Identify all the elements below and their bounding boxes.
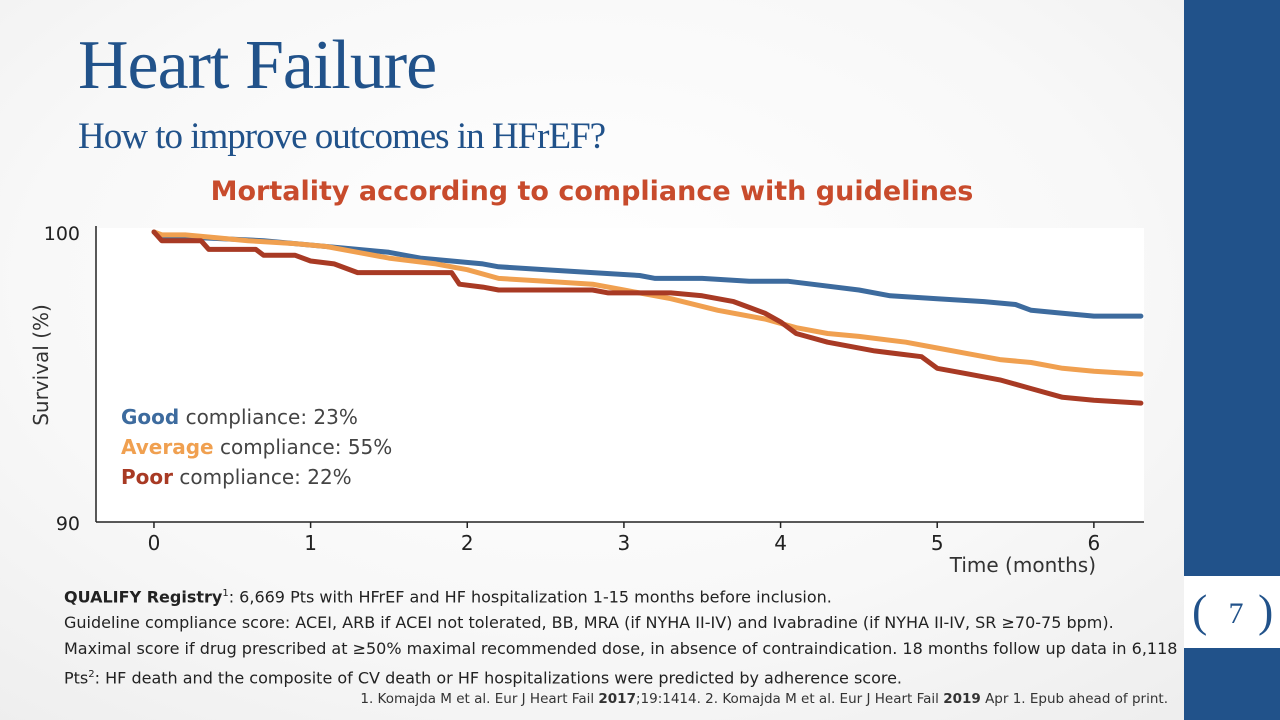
score-text-b: : HF death and the composite of CV death…	[94, 668, 903, 688]
series-line-poor	[151, 229, 1144, 406]
ref1-pre: 1. Komajda M et al. Eur J Heart Fail	[360, 691, 599, 707]
y-tick-label: 90	[56, 513, 80, 535]
legend-label-average: Average	[121, 435, 214, 459]
score-text-a: Guideline compliance score: ACEI, ARB if…	[64, 613, 1178, 688]
registry-note: QUALIFY Registry1: 6,669 Pts with HFrEF …	[64, 581, 1184, 610]
legend-text-average: compliance: 55%	[213, 435, 393, 459]
footnotes: QUALIFY Registry1: 6,669 Pts with HFrEF …	[64, 581, 1184, 692]
ref1-post: ;19:1414. 2. Komajda M et al. Eur J Hear…	[635, 691, 944, 707]
page-number: 7	[1228, 597, 1244, 630]
ref2-post: Apr 1. Epub ahead of print.	[980, 691, 1168, 707]
registry-name: QUALIFY Registry	[64, 587, 223, 607]
legend-label-good: Good	[121, 405, 180, 429]
registry-sup: 1	[222, 588, 229, 599]
page-brace-open: (	[1192, 585, 1208, 636]
legend-item-poor: Poor compliance: 22%	[121, 462, 392, 492]
slide-subtitle: How to improve outcomes in HFrEF?	[78, 116, 606, 157]
page-brace-close: )	[1258, 585, 1274, 636]
y-axis-label: Survival (%)	[29, 304, 53, 426]
registry-text: : 6,669 Pts with HFrEF and HF hospitaliz…	[228, 587, 832, 607]
ref1-year: 2017	[598, 691, 636, 707]
survival-chart: 0 1 2 3 4 5 6 90 100 Survival (%) Time (months)	[29, 223, 1144, 577]
chart-title: Mortality according to compliance with g…	[210, 176, 974, 207]
legend-label-poor: Poor	[121, 465, 174, 489]
page-number-box	[1184, 576, 1280, 648]
score-note: Guideline compliance score: ACEI, ARB if…	[64, 610, 1184, 691]
x-tick-label: 4	[774, 531, 787, 555]
x-tick-label: 3	[618, 531, 631, 555]
x-tick-label: 5	[931, 531, 944, 555]
legend-item-average: Average compliance: 55%	[121, 432, 392, 462]
x-axis-label: Time (months)	[949, 553, 1096, 577]
score-sup: 2	[88, 669, 95, 681]
x-tick-label: 6	[1088, 531, 1101, 555]
series-line-average	[151, 229, 1144, 377]
x-tick-label: 1	[304, 531, 317, 555]
x-tick-label: 0	[148, 531, 161, 555]
legend-item-good: Good compliance: 23%	[121, 402, 392, 432]
legend-text-good: compliance: 23%	[179, 405, 358, 429]
ref2-year: 2019	[943, 691, 981, 707]
x-tick-label: 2	[461, 531, 474, 555]
legend-text-poor: compliance: 22%	[173, 465, 352, 489]
chart-legend: Good compliance: 23% Average compliance:…	[121, 402, 392, 492]
references: 1. Komajda M et al. Eur J Heart Fail 201…	[360, 691, 1168, 707]
slide-title: Heart Failure	[78, 27, 437, 104]
y-tick-label: 100	[44, 223, 80, 245]
